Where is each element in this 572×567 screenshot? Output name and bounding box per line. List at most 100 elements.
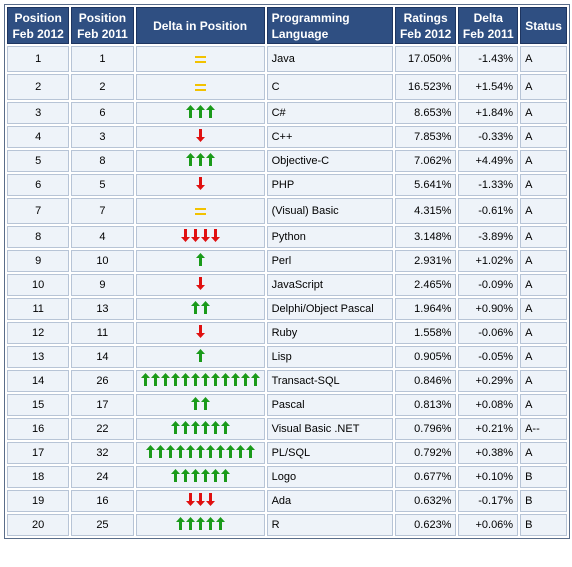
- delta-indicator: [195, 325, 205, 339]
- cell-delta-position: [135, 442, 265, 464]
- header-ratings-line2: Feb 2012: [399, 26, 452, 41]
- arrow-down-icon: [195, 325, 205, 339]
- arrow-up-icon: [195, 349, 205, 363]
- arrow-up-icon: [185, 445, 195, 459]
- cell-position-2012: 11: [7, 298, 70, 320]
- equal-icon: [194, 55, 206, 63]
- arrow-up-icon: [175, 517, 185, 531]
- arrow-down-icon: [180, 229, 190, 243]
- cell-position-2011: 11: [71, 322, 134, 344]
- cell-status: B: [520, 490, 567, 512]
- arrow-down-icon: [185, 493, 195, 507]
- table-row: 16 22 Visual Basic .NET 0.796% +0.21% A--: [7, 418, 567, 440]
- arrow-down-icon: [195, 277, 205, 291]
- delta-indicator: [195, 129, 205, 143]
- cell-status: A: [520, 298, 567, 320]
- cell-language: PHP: [266, 174, 393, 196]
- cell-position-2012: 8: [7, 226, 70, 248]
- cell-rating: 17.050%: [394, 46, 457, 72]
- arrow-up-icon: [180, 373, 190, 387]
- cell-position-2012: 18: [7, 466, 70, 488]
- cell-position-2011: 16: [71, 490, 134, 512]
- delta-indicator: [185, 153, 215, 167]
- arrow-up-icon: [190, 469, 200, 483]
- table-row: 20 25 R 0.623% +0.06% B: [7, 514, 567, 536]
- table-row: 12 11 Ruby 1.558% -0.06% A: [7, 322, 567, 344]
- arrow-up-icon: [185, 517, 195, 531]
- cell-delta-rating: +0.38%: [458, 442, 519, 464]
- cell-rating: 16.523%: [394, 74, 457, 100]
- cell-position-2011: 2: [71, 74, 134, 100]
- cell-status: A--: [520, 418, 567, 440]
- cell-delta-position: [135, 322, 265, 344]
- cell-rating: 0.796%: [394, 418, 457, 440]
- delta-indicator: [185, 105, 215, 119]
- cell-delta-rating: +1.84%: [458, 102, 519, 124]
- header-position-2011: Position Feb 2011: [71, 7, 134, 44]
- arrow-up-icon: [240, 373, 250, 387]
- delta-indicator: [195, 177, 205, 191]
- cell-status: B: [520, 514, 567, 536]
- cell-rating: 0.905%: [394, 346, 457, 368]
- table-row: 14 26 Transact-SQL 0.846% +0.29% A: [7, 370, 567, 392]
- delta-indicator: [195, 253, 205, 267]
- arrow-up-icon: [145, 445, 155, 459]
- cell-language: Perl: [266, 250, 393, 272]
- arrow-up-icon: [150, 373, 160, 387]
- cell-status: A: [520, 126, 567, 148]
- table-body: 1 1 Java 17.050% -1.43% A 2 2 C 16.523% +1.54% A 3 6 C…: [7, 46, 567, 536]
- arrow-up-icon: [220, 421, 230, 435]
- arrow-up-icon: [190, 301, 200, 315]
- cell-delta-rating: -1.43%: [458, 46, 519, 72]
- cell-delta-position: [135, 46, 265, 72]
- header-position-2012-line2: Feb 2012: [12, 26, 64, 41]
- cell-position-2012: 17: [7, 442, 70, 464]
- arrow-down-icon: [195, 177, 205, 191]
- cell-position-2012: 10: [7, 274, 70, 296]
- cell-position-2012: 4: [7, 126, 70, 148]
- cell-rating: 7.853%: [394, 126, 457, 148]
- cell-delta-position: [135, 346, 265, 368]
- arrow-up-icon: [180, 421, 190, 435]
- cell-rating: 0.677%: [394, 466, 457, 488]
- cell-position-2011: 6: [71, 102, 134, 124]
- tiobe-table-container: Position Feb 2012 Position Feb 2011 Delt…: [4, 4, 570, 539]
- cell-status: A: [520, 102, 567, 124]
- arrow-up-icon: [190, 397, 200, 411]
- cell-position-2011: 5: [71, 174, 134, 196]
- arrow-down-icon: [190, 229, 200, 243]
- cell-delta-rating: +0.29%: [458, 370, 519, 392]
- cell-delta-position: [135, 394, 265, 416]
- cell-position-2011: 14: [71, 346, 134, 368]
- arrow-up-icon: [205, 445, 215, 459]
- table-row: 2 2 C 16.523% +1.54% A: [7, 74, 567, 100]
- cell-delta-position: [135, 274, 265, 296]
- cell-position-2012: 12: [7, 322, 70, 344]
- arrow-up-icon: [200, 421, 210, 435]
- arrow-up-icon: [195, 105, 205, 119]
- cell-status: A: [520, 174, 567, 196]
- arrow-up-icon: [195, 153, 205, 167]
- cell-rating: 2.931%: [394, 250, 457, 272]
- header-delta-position: Delta in Position: [135, 7, 265, 44]
- cell-delta-rating: -0.33%: [458, 126, 519, 148]
- table-row: 4 3 C++ 7.853% -0.33% A: [7, 126, 567, 148]
- cell-delta-rating: -0.09%: [458, 274, 519, 296]
- arrow-up-icon: [160, 373, 170, 387]
- cell-position-2012: 1: [7, 46, 70, 72]
- arrow-up-icon: [235, 445, 245, 459]
- cell-position-2012: 5: [7, 150, 70, 172]
- header-position-2011-line2: Feb 2011: [77, 26, 128, 41]
- arrow-up-icon: [165, 445, 175, 459]
- delta-indicator: [180, 229, 220, 243]
- cell-position-2011: 17: [71, 394, 134, 416]
- arrow-up-icon: [215, 517, 225, 531]
- cell-delta-rating: +0.06%: [458, 514, 519, 536]
- cell-status: A: [520, 46, 567, 72]
- arrow-down-icon: [205, 493, 215, 507]
- arrow-up-icon: [180, 469, 190, 483]
- arrow-down-icon: [200, 229, 210, 243]
- delta-indicator: [194, 80, 206, 94]
- cell-delta-position: [135, 102, 265, 124]
- table-row: 15 17 Pascal 0.813% +0.08% A: [7, 394, 567, 416]
